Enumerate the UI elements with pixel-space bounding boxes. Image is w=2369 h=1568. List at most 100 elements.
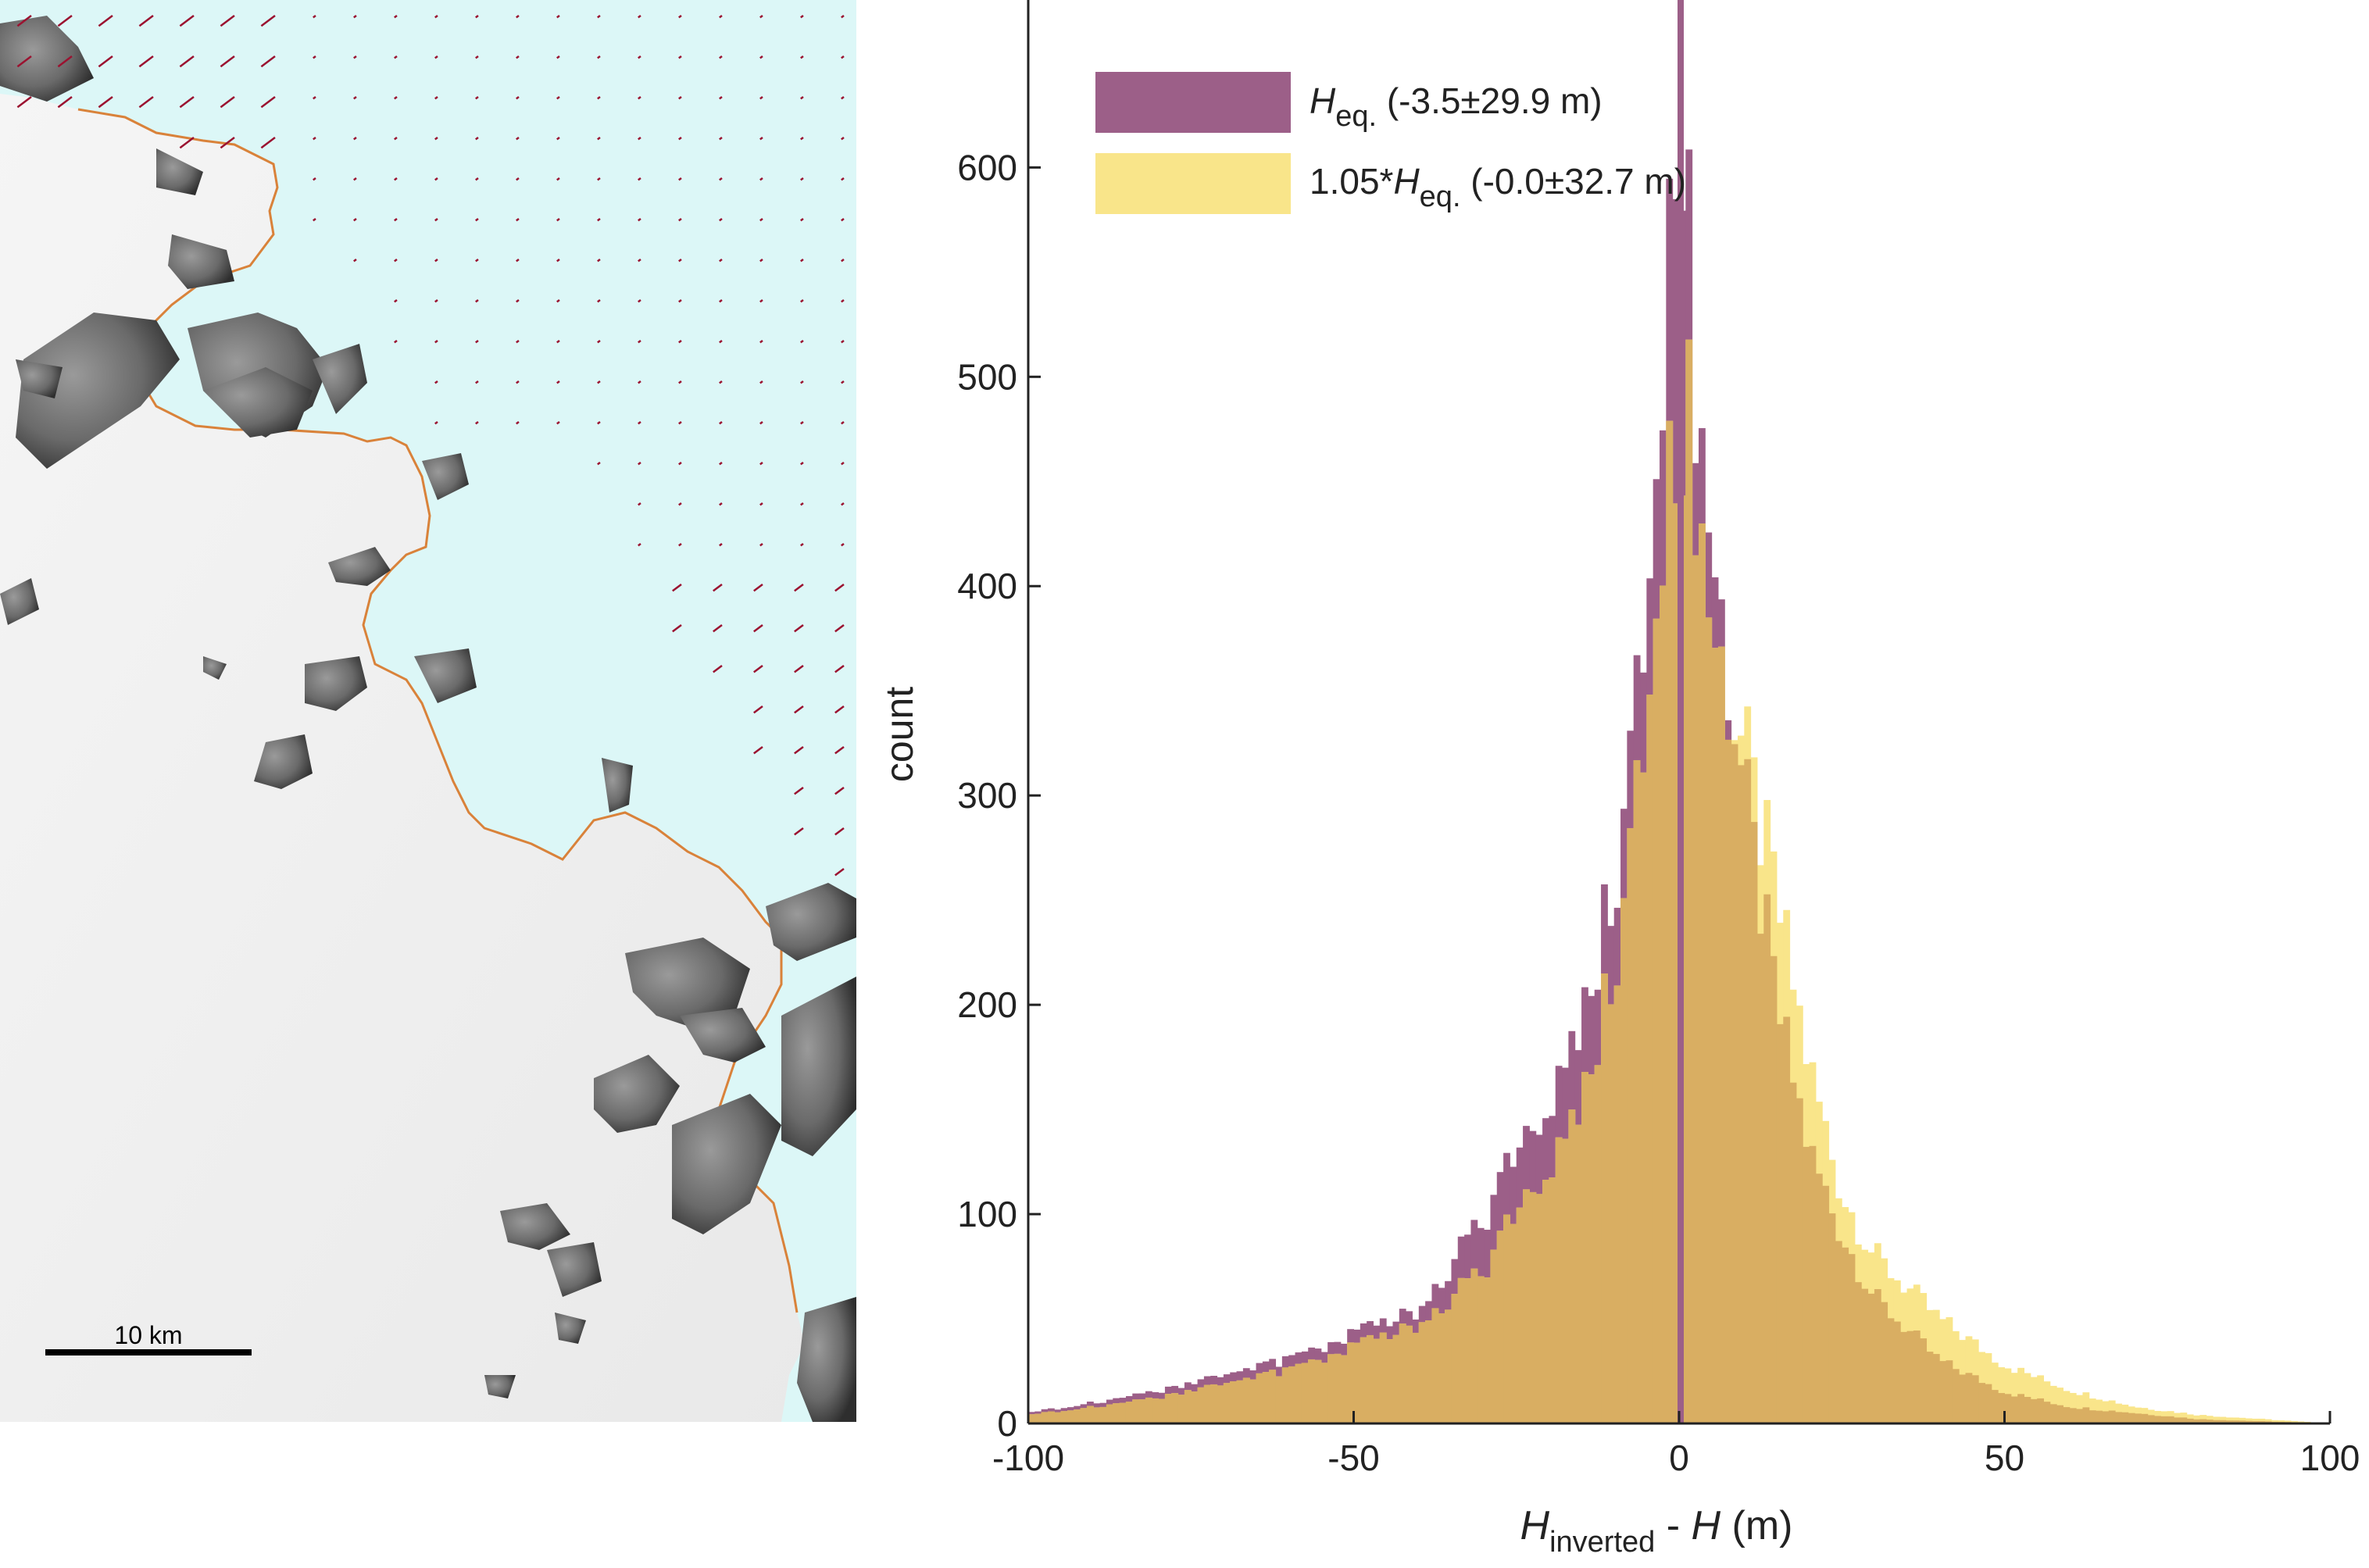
histogram-bar-overlap	[1763, 895, 1770, 1423]
histogram-bar-overlap	[1074, 1409, 1081, 1423]
histogram-bar-overlap	[1321, 1363, 1328, 1423]
x-axis-label: Hinverted - H (m)	[1520, 1503, 1793, 1559]
histogram-bar-overlap	[1458, 1278, 1465, 1423]
histogram-bar-overlap	[1288, 1366, 1295, 1423]
histogram-bar-overlap	[1302, 1363, 1309, 1423]
histogram-bar-overlap	[1224, 1383, 1231, 1423]
histogram-bar-overlap	[1204, 1385, 1211, 1423]
histogram-bar-overlap	[1842, 1248, 1849, 1423]
histogram-bar-overlap	[2017, 1394, 2024, 1423]
histogram-bar-overlap	[1341, 1355, 1348, 1423]
histogram-bar-overlap	[1653, 619, 1660, 1423]
histogram-bar-overlap	[1517, 1208, 1524, 1423]
histogram-bar-overlap	[1953, 1369, 1960, 1423]
histogram-bar-overlap	[1978, 1383, 1985, 1423]
histogram-bar-overlap	[1276, 1377, 1283, 1423]
histogram-bar-overlap	[1438, 1313, 1445, 1423]
histogram-bar-overlap	[1562, 1139, 1569, 1423]
histogram-bar-overlap	[1796, 1098, 1803, 1423]
histogram-bar-overlap	[1985, 1384, 1992, 1423]
histogram-bar-overlap	[1529, 1192, 1536, 1423]
histogram-bar-overlap	[1431, 1308, 1438, 1423]
histogram-bar-overlap	[1093, 1407, 1100, 1423]
legend-swatch-heq	[1095, 72, 1291, 133]
y-tick-label: 600	[957, 147, 1017, 188]
histogram-bar-overlap	[1699, 523, 1706, 1423]
x-tick-label: 100	[2300, 1438, 2360, 1478]
histogram-bar-overlap	[1888, 1318, 1895, 1423]
histogram-bar-overlap	[2082, 1407, 2089, 1423]
histogram-bar-overlap	[1581, 1072, 1588, 1423]
histogram-bar-overlap	[1477, 1276, 1485, 1423]
histogram-bar-overlap	[1595, 1065, 1602, 1423]
histogram-bar-overlap	[1081, 1408, 1088, 1423]
histogram-bar-overlap	[1503, 1215, 1510, 1423]
histogram-bar-overlap	[1327, 1354, 1335, 1423]
histogram-bar-overlap	[2024, 1397, 2031, 1423]
histogram-bar-overlap	[1927, 1352, 1934, 1423]
histogram-bar-overlap	[1829, 1213, 1836, 1423]
histogram-bar-overlap	[1034, 1414, 1042, 1423]
histogram-bar-overlap	[1946, 1360, 1953, 1423]
histogram-bar-overlap	[1295, 1364, 1302, 1423]
histogram-bar-overlap	[1256, 1373, 1263, 1423]
histogram-bar-overlap	[1087, 1406, 1094, 1423]
histogram-bar-overlap	[1419, 1322, 1426, 1423]
histogram-bar-overlap	[1165, 1394, 1172, 1423]
x-tick-label: 50	[1985, 1438, 2024, 1478]
histogram-bar-overlap	[1392, 1335, 1399, 1423]
histogram-bar-overlap	[1568, 1109, 1575, 1423]
legend-label-heq: Heq. (-3.5±29.9 m)	[1310, 80, 1603, 133]
y-tick-label: 100	[957, 1194, 1017, 1234]
histogram-bar-overlap	[1731, 744, 1738, 1423]
histogram-bar-overlap	[2109, 1410, 2116, 1423]
legend: Heq. (-3.5±29.9 m) 1.05*Heq. (-0.0±32.7 …	[1095, 72, 1686, 214]
histogram-bar-overlap	[2031, 1399, 2038, 1423]
histogram-bar-overlap	[1282, 1367, 1289, 1423]
histogram-bar-overlap	[1184, 1390, 1192, 1423]
histogram-bar-overlap	[1790, 1083, 1797, 1423]
histogram-bar-overlap	[1120, 1403, 1127, 1423]
histogram-bar-overlap	[1660, 585, 1667, 1423]
histogram-bar-overlap	[1054, 1413, 1061, 1423]
histogram-bar-overlap	[1757, 934, 1764, 1423]
histogram-bar-overlap	[1425, 1320, 1432, 1423]
histogram-bar-overlap	[1607, 1004, 1614, 1423]
histogram-bar-overlap	[1249, 1380, 1256, 1423]
histogram-bar-overlap	[2056, 1405, 2063, 1423]
legend-label-105heq: 1.05*Heq. (-0.0±32.7 m)	[1310, 161, 1686, 213]
histogram-bar-overlap	[1920, 1338, 1927, 1423]
histogram-bar-overlap	[1724, 740, 1731, 1423]
histogram-bar-overlap	[1152, 1398, 1159, 1423]
scale-bar-label: 10 km	[114, 1321, 182, 1349]
histogram-bar-overlap	[1913, 1330, 1921, 1423]
satellite-map-panel: 10 km	[0, 0, 856, 1422]
histogram-bar-overlap	[1939, 1361, 1946, 1423]
x-tick-label: 0	[1669, 1438, 1689, 1478]
histogram-bar-overlap	[1464, 1278, 1471, 1423]
x-tick-label: -50	[1327, 1438, 1379, 1478]
satellite-map: 10 km	[0, 0, 856, 1422]
histogram-bar-overlap	[1139, 1399, 1146, 1423]
histogram-bar-overlap	[1217, 1385, 1224, 1423]
histogram-bar-overlap	[1816, 1173, 1823, 1423]
histogram-bar-overlap	[2050, 1404, 2057, 1423]
histogram-bar-overlap	[1106, 1405, 1113, 1423]
histogram-bar-overlap	[2043, 1402, 2050, 1423]
histogram-bar-overlap	[1067, 1410, 1074, 1423]
histogram-bar-overlap	[2128, 1413, 2135, 1423]
histogram-bar-overlap	[2063, 1407, 2070, 1423]
histogram-bar-overlap	[1510, 1224, 1517, 1423]
histogram-bar-overlap	[1100, 1407, 1107, 1423]
histogram-bar-overlap	[1705, 617, 1712, 1423]
histogram-bar-overlap	[1575, 1125, 1582, 1423]
histogram-bar-overlap	[2102, 1411, 2109, 1423]
histogram-bar-overlap	[1712, 648, 1719, 1423]
histogram-bar-overlap	[1243, 1377, 1250, 1423]
histogram-bar-overlap	[1620, 898, 1628, 1423]
histogram-bar-overlap	[1881, 1302, 1888, 1423]
histogram-bar-overlap	[1373, 1339, 1380, 1423]
histogram-bar-overlap	[1601, 973, 1608, 1423]
histogram-bar-overlap	[1497, 1230, 1504, 1423]
histogram-bar-overlap	[1445, 1309, 1452, 1423]
